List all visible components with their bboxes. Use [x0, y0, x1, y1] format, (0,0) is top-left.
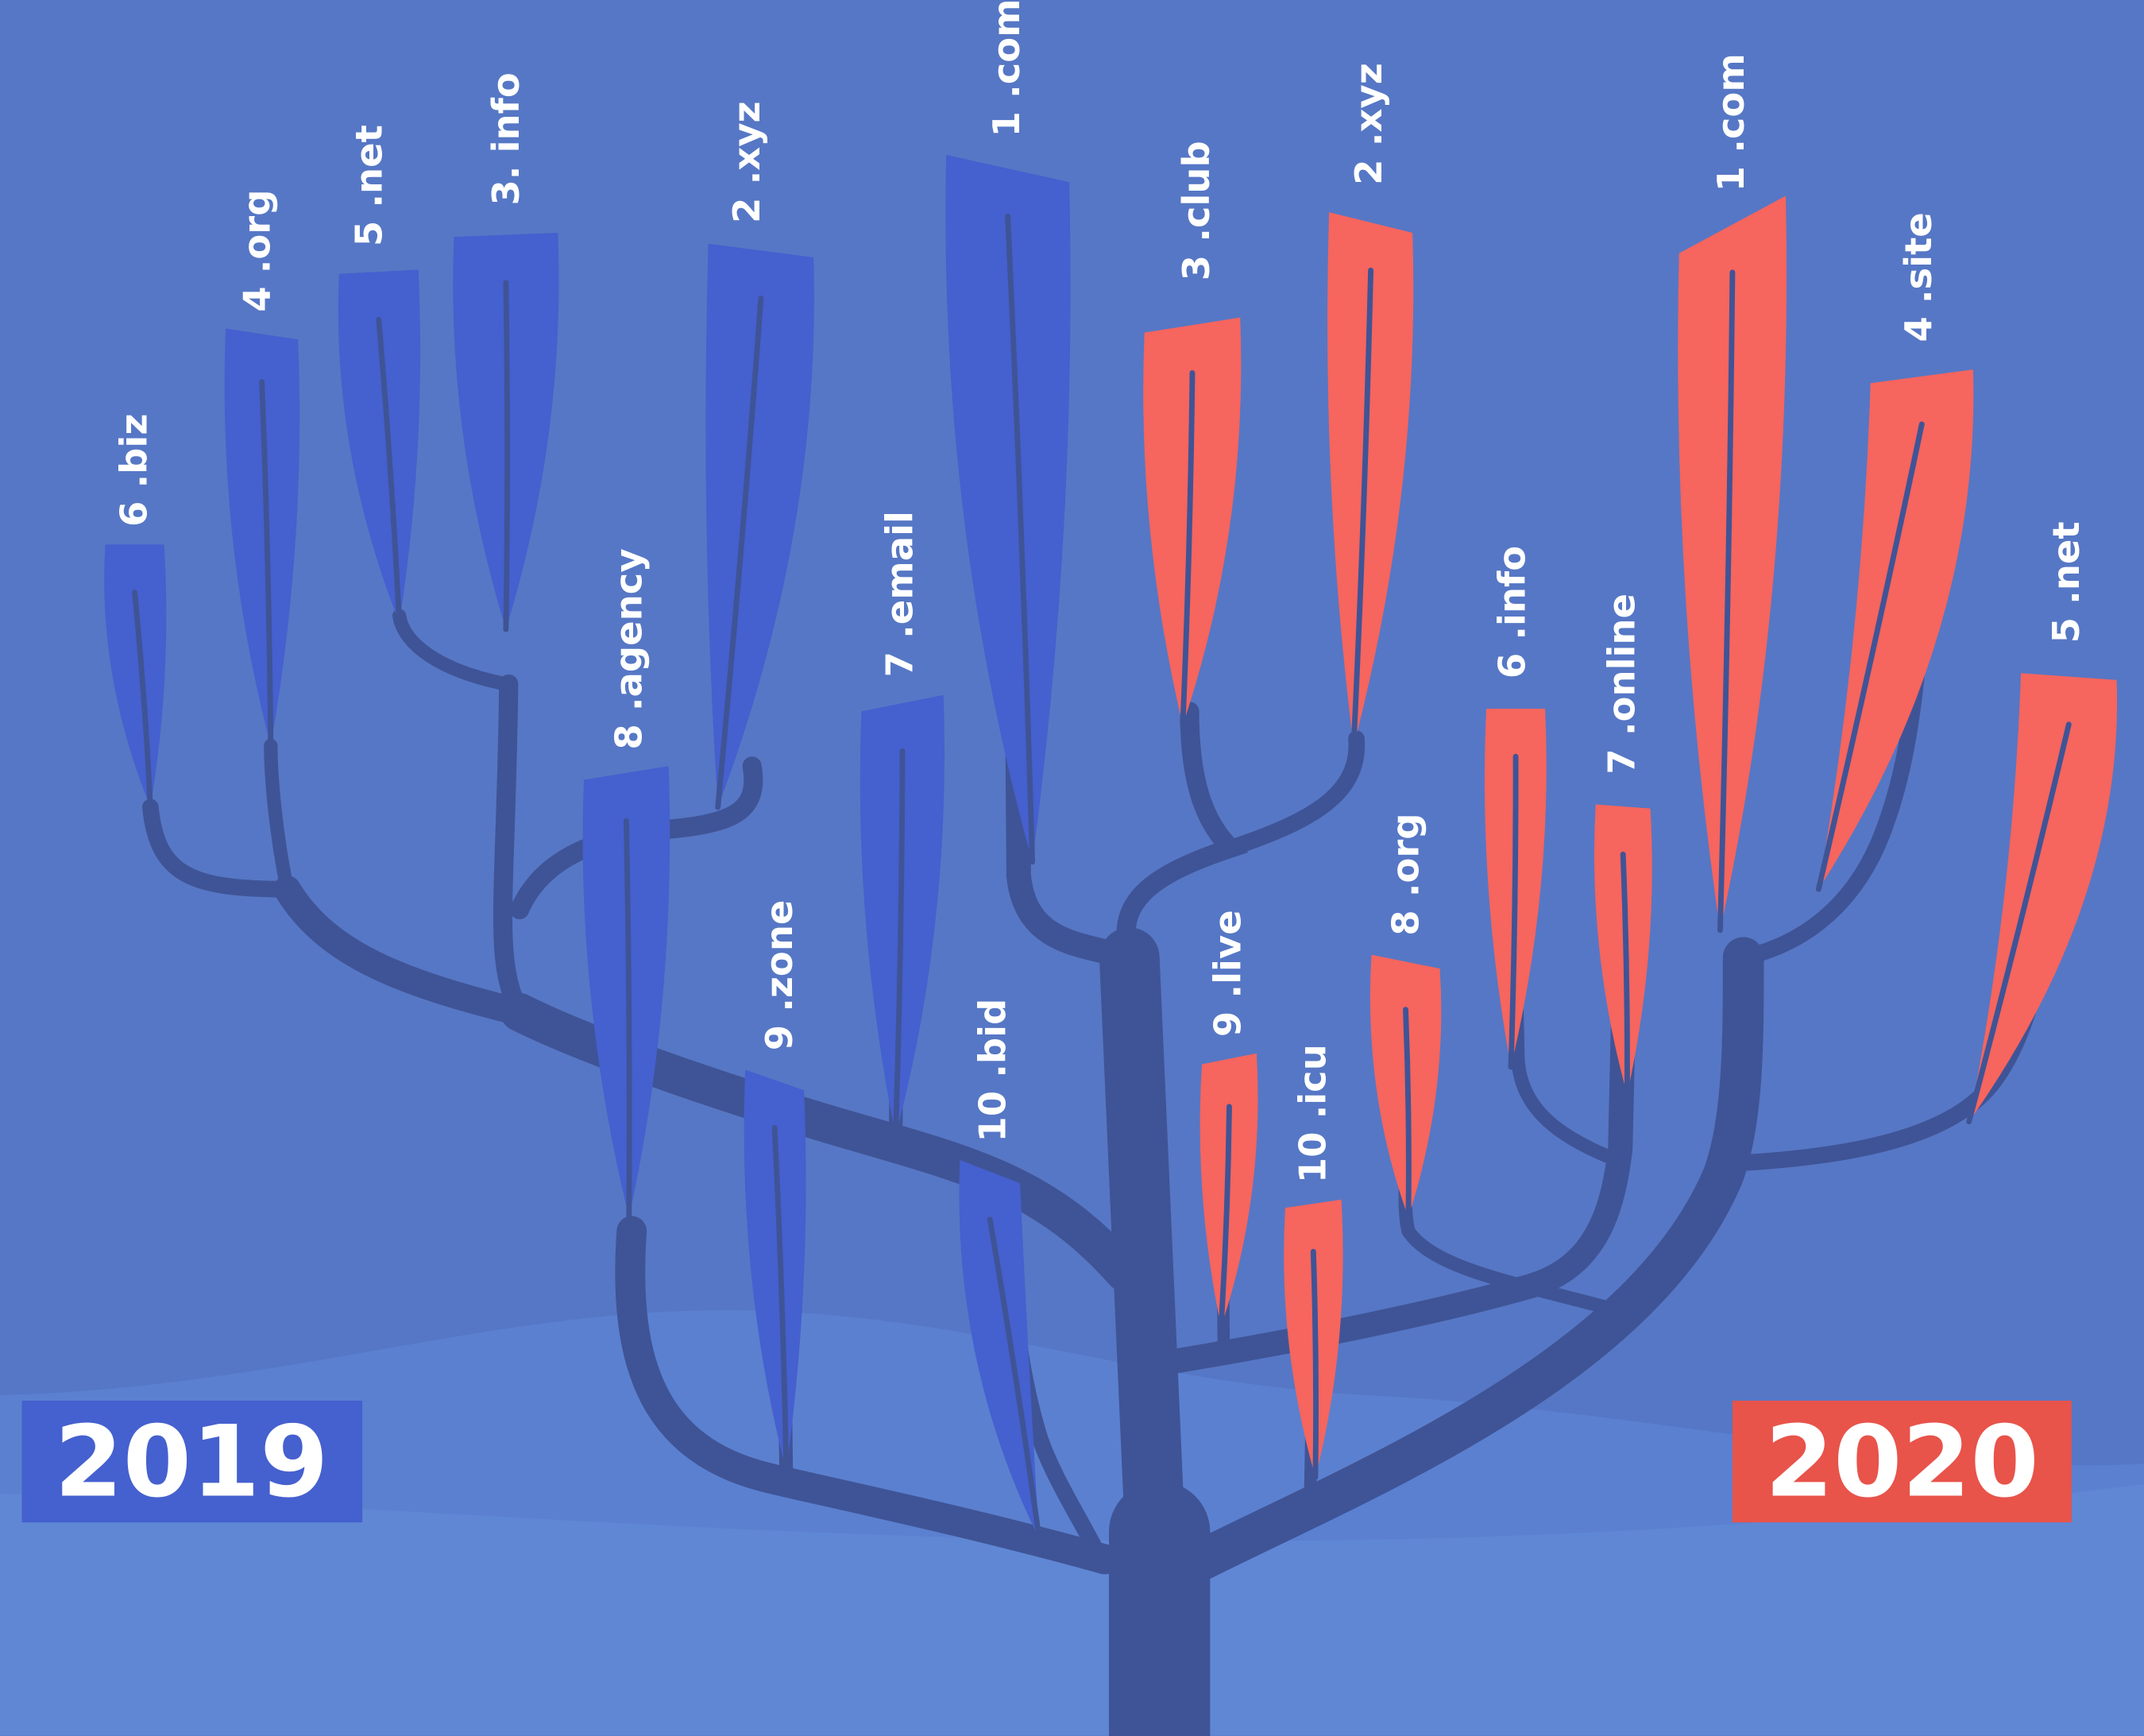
branch-label: 2 .xyz [725, 101, 768, 222]
branch-label: 9 .zone [758, 900, 801, 1051]
leaf-vein [626, 821, 629, 1217]
page: {"branches_2019": [ {"label": "1 .com"},… [0, 0, 2144, 1736]
branch-label: 6 .info [1491, 546, 1534, 679]
branch-label: 7 .online [1600, 593, 1643, 775]
branch-label: 3. info [485, 72, 527, 205]
year-2020: 2020 [1765, 1405, 2039, 1519]
branch-label: 10 .bid [972, 999, 1014, 1143]
branch-label: 7 .email [879, 511, 921, 677]
leaf-vein [506, 283, 508, 629]
branch-label: 9 .live [1207, 910, 1250, 1037]
branch-label: 8 .org [1384, 813, 1427, 935]
leaf-vein [1313, 1251, 1315, 1477]
year-2019: 2019 [55, 1405, 329, 1519]
branch-label: 2 .xyz [1347, 63, 1390, 184]
branch-label: 4 .site [1897, 212, 1940, 342]
branch-label: 4 .org [236, 190, 279, 312]
branch-label: 5 .net [348, 125, 391, 246]
branch-label: 6 .biz [113, 414, 156, 527]
branch-label: 8 .agency [608, 548, 651, 749]
branch-label: 5 .net [2045, 521, 2088, 643]
tree-illustration: 1 .com 2 .xyz 3. info 4 .org 5 .net 6 .biz 7 .… [0, 0, 2144, 1736]
branch-label: 1 .com [985, 0, 1028, 137]
leaf-vein [1405, 1010, 1408, 1218]
branch-label: 10 .icu [1291, 1044, 1334, 1183]
branch-label: 3 .club [1175, 141, 1218, 280]
branch-label: 1 .com [1709, 53, 1752, 191]
